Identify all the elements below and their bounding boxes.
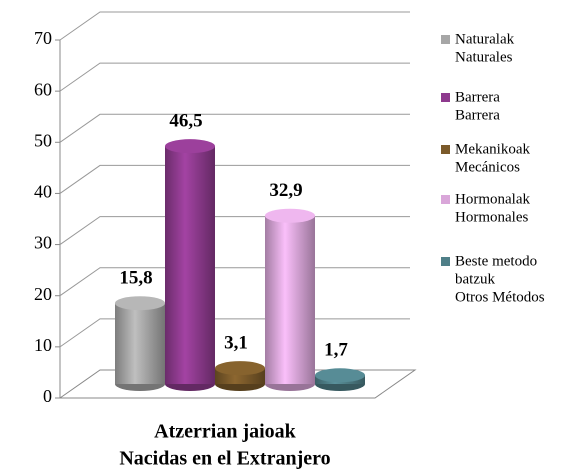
- grid-line: [59, 11, 410, 41]
- legend-label: Hormonales: [455, 209, 528, 225]
- legend-label: Otros Métodos: [455, 289, 545, 305]
- legend-swatch: [441, 35, 450, 44]
- legend-label: Beste metodo: [455, 253, 537, 269]
- grid-line: [59, 113, 410, 143]
- data-label: 1,7: [324, 340, 348, 361]
- legend-label: Naturales: [455, 49, 513, 65]
- bar-top: [165, 139, 215, 154]
- data-label: 32,9: [269, 180, 302, 201]
- bar-top: [315, 368, 365, 383]
- data-label: 15,8: [119, 268, 152, 289]
- legend-label: Barrera: [455, 107, 500, 123]
- bar-top: [215, 361, 265, 376]
- bar-top: [265, 208, 315, 223]
- legend-label: Barrera: [455, 89, 500, 105]
- grid-line: [59, 62, 410, 92]
- legend-swatch: [441, 145, 450, 154]
- data-label: 3,1: [224, 333, 248, 354]
- y-tick-label: 10: [34, 335, 52, 355]
- data-label: 46,5: [169, 111, 202, 132]
- grid-line: [59, 267, 410, 297]
- y-tick-label: 30: [34, 233, 52, 253]
- y-tick-label: 50: [34, 130, 52, 150]
- grid-line: [59, 216, 410, 245]
- x-axis-label: Atzerrian jaioak: [154, 421, 297, 443]
- legend-label: Mecánicos: [455, 159, 520, 175]
- y-tick-label: 70: [34, 28, 52, 48]
- legend-swatch: [441, 93, 450, 102]
- floor: [58, 369, 417, 399]
- legend-swatch: [441, 257, 450, 266]
- bar: [115, 303, 165, 384]
- y-tick-label: 0: [43, 386, 52, 406]
- legend-swatch: [441, 195, 450, 204]
- x-axis-label: Nacidas en el Extranjero: [119, 448, 330, 470]
- legend-label: Hormonalak: [455, 191, 530, 207]
- y-tick-label: 20: [34, 284, 52, 304]
- legend-label: Mekanikoak: [455, 141, 530, 157]
- legend-label: Naturalak: [455, 31, 515, 47]
- bar: [265, 215, 315, 384]
- bar-top: [115, 296, 165, 311]
- grid-line: [59, 164, 410, 194]
- legend-label: batzuk: [455, 271, 495, 287]
- bar: [165, 146, 215, 384]
- y-tick-label: 60: [34, 79, 52, 99]
- y-tick-label: 40: [34, 182, 52, 202]
